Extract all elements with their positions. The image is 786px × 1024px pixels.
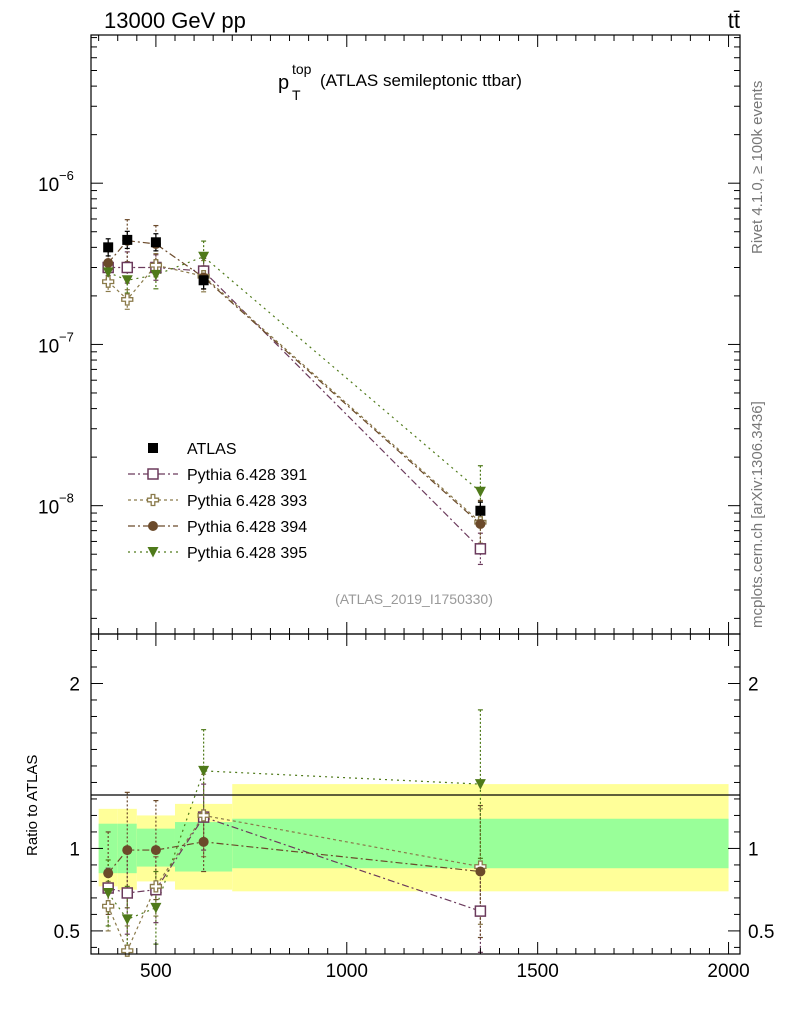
legend-label-2: Pythia 6.428 393 <box>187 493 307 510</box>
chart-title: p <box>278 72 289 94</box>
ratio-3-point <box>122 845 133 856</box>
ratio-tick-label-right: 1 <box>748 839 759 860</box>
legend: ATLAS Pythia 6.428 391 Pythia 6.428 393 Pyt… <box>128 441 307 562</box>
chart-title-subscript: T <box>292 87 301 103</box>
ratio-2-point <box>197 809 210 822</box>
analysis-tag: (ATLAS_2019_I1750330) <box>335 591 493 607</box>
series-4-point <box>150 269 162 281</box>
y-tick-label: 10 <box>38 175 59 196</box>
data-point <box>122 234 133 245</box>
x-tick-label: 1500 <box>517 961 559 982</box>
legend-label-0: ATLAS <box>187 441 237 458</box>
series-3-point <box>103 257 114 268</box>
chart-title-symbol: p <box>278 72 289 94</box>
ratio-tick-label: 0.5 <box>54 922 80 943</box>
ratio-axis-label: Ratio to ATLAS <box>24 755 41 856</box>
y-tick-exponent: −6 <box>59 168 74 183</box>
ratio-4-point <box>150 902 162 914</box>
data-point <box>198 275 209 286</box>
ratio-3-point <box>150 845 161 856</box>
y-tick-label: 10 <box>38 498 59 519</box>
ratio-2-point <box>121 944 134 957</box>
ratio-1-point <box>474 905 487 917</box>
mcplots-reference-label: mcplots.cern.ch [arXiv:1306.3436] <box>749 401 766 628</box>
ratio-panel-frame <box>90 633 741 955</box>
ratio-line-3 <box>107 841 481 874</box>
series-4-point <box>474 486 486 498</box>
ratio-3-point <box>475 866 486 877</box>
series-1-point <box>474 543 487 555</box>
ratio-3-point <box>103 868 114 879</box>
legend-marker-4 <box>147 547 159 558</box>
ratio-1-point <box>121 887 134 899</box>
legend-label-4: Pythia 6.428 395 <box>187 545 307 562</box>
ratio-4-point <box>121 914 133 925</box>
ratio-line-2 <box>107 814 481 953</box>
y-tick-exponent: −8 <box>59 491 74 506</box>
legend-marker-3 <box>148 521 158 531</box>
rivet-version-label: Rivet 4.1.0, ≥ 100k events <box>749 81 766 254</box>
legend-label-3: Pythia 6.428 394 <box>187 519 307 536</box>
chart-title-superscript: top <box>292 61 312 77</box>
y-tick-exponent: −7 <box>59 329 74 344</box>
x-tick-label: 2000 <box>707 961 749 982</box>
x-tick-label: 500 <box>140 961 172 982</box>
legend-marker-2 <box>146 493 160 507</box>
main-panel: 10−810−710−6 p T top (ATLAS semileptonic… <box>38 34 741 635</box>
legend-label-1: Pythia 6.428 391 <box>187 467 307 484</box>
series-4-point <box>121 275 133 286</box>
series-2-point <box>121 293 134 306</box>
series-2-point <box>102 275 115 288</box>
y-tick-label: 10 <box>38 336 59 357</box>
series-line-3 <box>107 240 481 525</box>
legend-marker-0 <box>148 443 158 453</box>
data-point <box>103 242 114 253</box>
series-4-point <box>102 267 114 278</box>
data-point <box>475 505 486 516</box>
legend-marker-1 <box>147 468 159 480</box>
ratio-2-point <box>149 880 163 893</box>
chart-title-text: (ATLAS semileptonic ttbar) <box>320 71 522 90</box>
ratio-tick-label: 1 <box>69 839 80 860</box>
series-1-point <box>121 261 134 274</box>
series-line-4 <box>107 256 481 493</box>
ratio-tick-label-right: 2 <box>748 674 759 695</box>
x-tick-label: 1000 <box>326 961 368 982</box>
header-energy-label: 13000 GeV pp <box>104 8 246 33</box>
ratio-2-point <box>102 900 115 913</box>
ratio-tick-label-right: 0.5 <box>748 922 774 943</box>
ratio-4-point <box>474 779 486 790</box>
header-process-label: tt̄ <box>728 8 740 33</box>
ratio-3-point <box>198 836 209 847</box>
ratio-tick-label: 2 <box>69 674 80 695</box>
data-point <box>150 237 161 248</box>
ratio-line-4 <box>107 770 481 921</box>
series-4-point <box>198 251 210 263</box>
series-3-point <box>475 518 486 529</box>
ratio-4-point <box>198 765 210 777</box>
ratio-panel: 0.5 0.5 1 1 2 2 500 1000 1500 2000 Ratio to ATLA… <box>24 633 774 982</box>
ratio-4-point <box>102 887 114 899</box>
